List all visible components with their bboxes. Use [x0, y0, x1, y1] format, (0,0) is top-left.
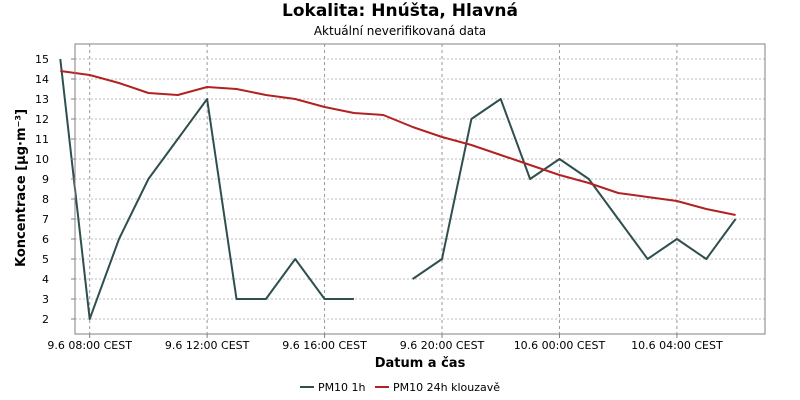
grid	[75, 44, 765, 334]
legend-swatch-pm10-1h	[299, 386, 314, 388]
series-line-pm10-24h	[60, 70, 736, 216]
y-tick-label: 11	[35, 133, 49, 146]
series-lines	[59, 58, 737, 320]
legend-label-pm10-24h: PM10 24h klouzavě	[393, 381, 501, 394]
legend: PM10 1h PM10 24h klouzavě	[0, 381, 800, 394]
y-tick-label: 5	[42, 253, 49, 266]
y-tick-label: 7	[42, 213, 49, 226]
x-tick-label: 9.6 08:00 CEST	[47, 339, 132, 352]
y-tick-label: 8	[42, 193, 49, 206]
y-tick-label: 3	[42, 293, 49, 306]
y-tick-label: 4	[42, 273, 49, 286]
y-tick-label: 10	[35, 153, 49, 166]
legend-item-pm10-1h: PM10 1h	[299, 381, 366, 394]
chart-title: Lokalita: Hnúšta, Hlavná	[282, 1, 518, 21]
y-tick-label: 12	[35, 113, 49, 126]
x-tick-label: 9.6 16:00 CEST	[282, 339, 367, 352]
y-axis-label: Koncentrace [µg·m⁻³]	[14, 109, 29, 267]
y-tick-label: 2	[42, 313, 49, 326]
series-line-pm10-1h	[59, 58, 737, 320]
x-tick-label: 10.6 04:00 CEST	[631, 339, 723, 352]
y-tick-label: 15	[35, 53, 49, 66]
y-tick-label: 13	[35, 93, 49, 106]
x-tick-label: 9.6 12:00 CEST	[165, 339, 250, 352]
plot-area	[75, 44, 765, 334]
y-tick-label: 9	[42, 173, 49, 186]
plot-frame	[74, 43, 766, 335]
x-tick-label: 9.6 20:00 CEST	[400, 339, 485, 352]
x-axis-label: Datum a čas	[375, 356, 466, 371]
y-tick-label: 14	[35, 73, 49, 86]
legend-swatch-pm10-24h	[375, 386, 390, 388]
axes: 2 3 4 5 6 7 8 9 10 11 12 13 14 15 9.6 08:00 CEST 9.6 12…	[35, 43, 766, 352]
legend-label-pm10-1h: PM10 1h	[317, 381, 366, 394]
y-tick-label: 6	[42, 233, 49, 246]
legend-item-pm10-24h: PM10 24h klouzavě	[375, 381, 500, 394]
x-tick-label: 10.6 00:00 CEST	[514, 339, 606, 352]
chart-subtitle: Aktuální neverifikovaná data	[313, 24, 487, 38]
